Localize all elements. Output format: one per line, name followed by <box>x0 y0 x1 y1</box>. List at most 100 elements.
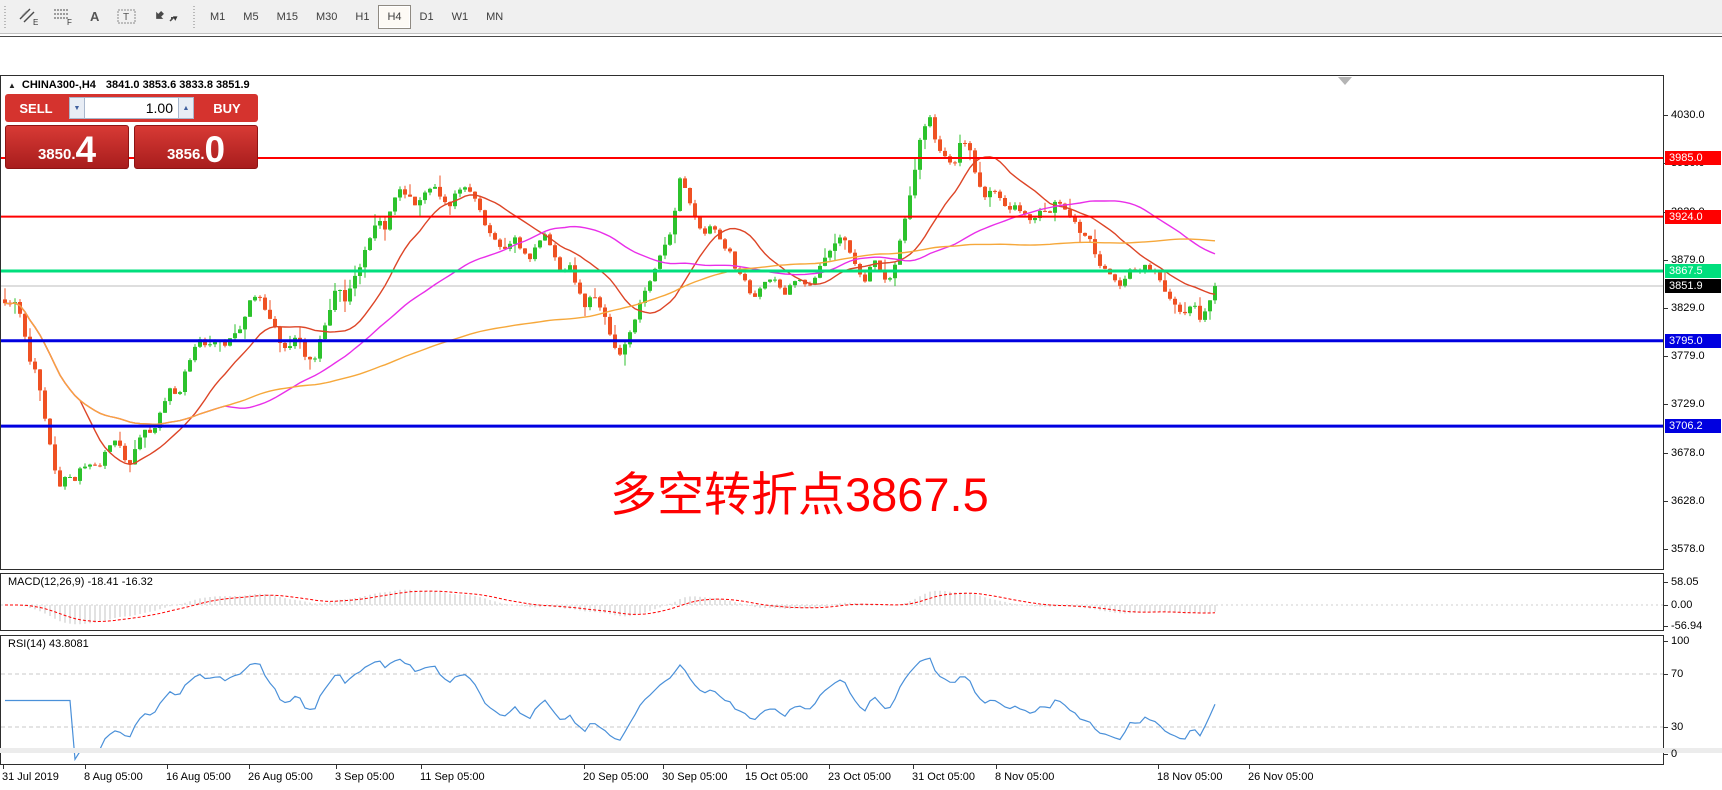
price-tick-label: 3779.0 <box>1671 350 1705 362</box>
date-tick <box>1158 765 1159 769</box>
macd-indicator-label: MACD(12,26,9) -18.41 -16.32 <box>8 576 153 588</box>
one-click-trading-panel: SELL ▼ ▲ BUY 3850 . 4 3856 . 0 <box>5 94 258 169</box>
time-axis[interactable]: 31 Jul 2019 8 Aug 05:00 16 Aug 05:00 26 Aug… <box>0 765 1664 790</box>
date-tick <box>829 765 830 769</box>
arrow-tools-button[interactable]: ▾ <box>144 4 186 30</box>
equidistant-channel-icon: E <box>19 8 38 26</box>
indicator-tick-label: 0.00 <box>1671 599 1693 611</box>
symbol-title: CHINA300-,H4 <box>21 79 96 91</box>
date-tick <box>85 765 86 769</box>
sell-button[interactable]: SELL <box>5 94 67 122</box>
price-tick-label: 3879.0 <box>1671 254 1705 266</box>
equidistant-channel-tool-button[interactable]: E <box>12 4 46 30</box>
price-tick <box>1664 549 1668 550</box>
buy-price-dot: . <box>200 146 205 163</box>
date-label: 3 Sep 05:00 <box>335 771 395 783</box>
date-tick <box>167 765 168 769</box>
price-tick <box>1664 356 1668 357</box>
arrows-icon: ▾ <box>156 11 178 23</box>
chart-text-annotation: 多空转折点3867.5 <box>610 468 989 521</box>
indicator-tick-label: 100 <box>1671 635 1690 647</box>
date-label: 30 Sep 05:00 <box>662 771 728 783</box>
toolbar-drag-handle[interactable] <box>2 5 9 28</box>
price-tick-label: 4030.0 <box>1671 109 1705 121</box>
collapse-panel-arrow-icon[interactable]: ▲ <box>8 80 16 90</box>
indicator-tick-label: 58.05 <box>1671 576 1699 588</box>
price-tick <box>1664 453 1668 454</box>
toolbar: E F A T <box>0 0 1722 34</box>
timeframe-group: M1 M5 M15 M30 H1 H4 D1 W1 MN <box>201 4 512 29</box>
date-label: 11 Sep 05:00 <box>420 771 485 783</box>
triangle-up-icon: ▲ <box>182 104 190 112</box>
volume-decrease-button[interactable]: ▼ <box>69 97 85 119</box>
sell-price-dot: . <box>71 146 76 163</box>
buy-price-int: 3856 <box>166 146 201 163</box>
price-tick <box>1664 404 1668 405</box>
timeframe-button-m1[interactable]: M1 <box>201 5 234 29</box>
date-tick <box>249 765 250 769</box>
price-level-badge: 3985.0 <box>1665 151 1721 165</box>
main-chart-panel[interactable] <box>0 75 1664 570</box>
toolbar-separator <box>190 5 197 28</box>
text-tool-button[interactable]: A <box>80 4 110 30</box>
triangle-down-icon: ▼ <box>73 104 81 112</box>
indicator-tick <box>1664 626 1668 627</box>
ma-slow <box>4 238 1216 426</box>
date-label: 8 Nov 05:00 <box>995 771 1055 783</box>
price-tick-label: 3829.0 <box>1671 302 1705 314</box>
date-label: 31 Oct 05:00 <box>912 771 975 783</box>
timeframe-button-w1[interactable]: W1 <box>443 5 478 29</box>
price-axis[interactable]: 4030.03980.03929.03879.03829.03779.03729… <box>1664 73 1722 765</box>
panel-splitter[interactable] <box>0 630 1664 634</box>
timeframe-button-m15[interactable]: M15 <box>268 5 307 29</box>
price-tick-label: 3628.0 <box>1671 495 1705 507</box>
timeframe-button-h4[interactable]: H4 <box>378 4 411 29</box>
text-label-tool-button[interactable]: T <box>110 4 144 30</box>
indicator-tick <box>1664 754 1668 755</box>
indicator-tick <box>1664 641 1668 642</box>
chart-shift-marker-icon[interactable] <box>1338 77 1352 85</box>
price-level-badge: 3795.0 <box>1665 334 1721 348</box>
price-tick <box>1664 308 1668 309</box>
indicator-tick <box>1664 674 1668 675</box>
indicator-tick-label: 70 <box>1671 668 1684 680</box>
rsi-panel[interactable] <box>0 635 1664 765</box>
sell-price-frac: 4 <box>75 129 97 171</box>
date-tick <box>996 765 997 769</box>
timeframe-button-mn[interactable]: MN <box>477 5 512 29</box>
svg-text:E: E <box>33 18 38 26</box>
timeframe-button-h1[interactable]: H1 <box>346 5 378 29</box>
svg-text:F: F <box>67 18 72 26</box>
price-tick-label: 3678.0 <box>1671 447 1705 459</box>
volume-input[interactable] <box>85 97 178 119</box>
candlestick-chart[interactable] <box>1 76 1663 569</box>
macd-chart[interactable] <box>1 574 1663 630</box>
price-tick-label: 3729.0 <box>1671 398 1705 410</box>
price-level-badge: 3706.2 <box>1665 419 1721 433</box>
date-label: 8 Aug 05:00 <box>84 771 143 783</box>
timeframe-button-d1[interactable]: D1 <box>411 5 443 29</box>
buy-button[interactable]: BUY <box>196 94 258 122</box>
rsi-chart[interactable] <box>1 636 1663 764</box>
date-label: 16 Aug 05:00 <box>166 771 231 783</box>
date-tick <box>746 765 747 769</box>
timeframe-button-m5[interactable]: M5 <box>234 5 267 29</box>
fibonacci-retracement-tool-button[interactable]: F <box>46 4 80 30</box>
volume-increase-button[interactable]: ▲ <box>178 97 194 119</box>
sell-price-button[interactable]: 3850 . 4 <box>5 125 129 169</box>
price-tick-label: 3578.0 <box>1671 543 1705 555</box>
timeframe-button-m30[interactable]: M30 <box>307 5 346 29</box>
sell-price-int: 3850 <box>37 146 72 163</box>
macd-panel[interactable] <box>0 573 1664 631</box>
date-label: 20 Sep 05:00 <box>583 771 649 783</box>
indicator-tick <box>1664 582 1668 583</box>
date-tick <box>3 765 4 769</box>
date-label: 23 Oct 05:00 <box>828 771 891 783</box>
date-label: 15 Oct 05:00 <box>745 771 808 783</box>
date-tick <box>663 765 664 769</box>
buy-price-button[interactable]: 3856 . 0 <box>134 125 258 169</box>
ohlc-values: 3841.0 3853.6 3833.8 3851.9 <box>105 79 250 91</box>
text-icon: A <box>90 9 100 24</box>
chart-region: 4030.03980.03929.03879.03829.03779.03729… <box>0 36 1722 790</box>
price-tick <box>1664 115 1668 116</box>
